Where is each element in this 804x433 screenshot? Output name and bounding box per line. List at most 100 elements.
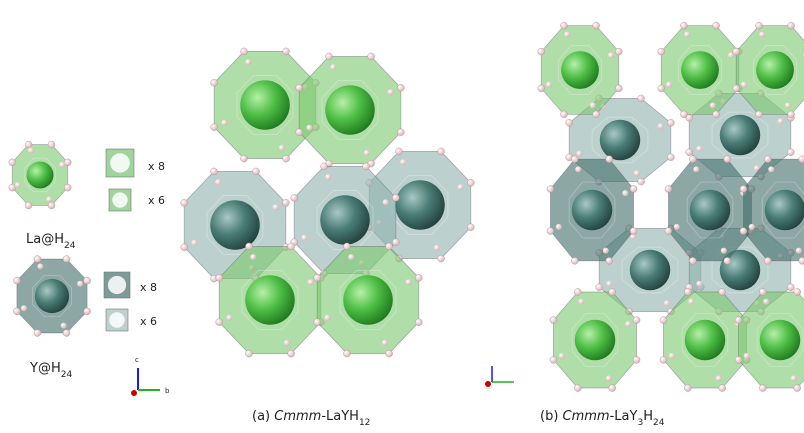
hydrogen bbox=[211, 124, 218, 131]
face-hole bbox=[109, 312, 124, 327]
hydrogen bbox=[273, 204, 279, 210]
hydrogen bbox=[658, 85, 665, 92]
hydrogen bbox=[330, 64, 336, 70]
hydrogen bbox=[284, 340, 290, 346]
hydrogen bbox=[77, 281, 83, 287]
hydrogen bbox=[634, 170, 640, 176]
hydrogen bbox=[215, 179, 221, 185]
hydrogen bbox=[64, 159, 71, 166]
y-label: Y@H24 bbox=[29, 361, 72, 380]
hydrogen bbox=[325, 174, 331, 180]
hydrogen bbox=[550, 356, 557, 363]
hydrogen bbox=[606, 257, 613, 264]
hydrogen bbox=[343, 350, 350, 357]
hydrogen bbox=[596, 284, 603, 291]
hydrogen bbox=[15, 182, 21, 188]
caption: (a) Cmmm-LaYH12 bbox=[252, 409, 370, 428]
hydrogen bbox=[590, 102, 596, 108]
count: x 8 bbox=[140, 281, 157, 294]
hydrogen bbox=[689, 257, 696, 264]
hydrogen bbox=[559, 353, 565, 359]
hydrogen bbox=[226, 315, 232, 321]
hydrogen bbox=[13, 277, 20, 284]
hydrogen bbox=[574, 385, 581, 392]
hydrogen bbox=[434, 245, 440, 251]
atom bbox=[210, 200, 260, 250]
text-part: (a) bbox=[252, 409, 274, 424]
hydrogen bbox=[787, 284, 794, 291]
hydrogen bbox=[593, 22, 600, 29]
hydrogen bbox=[680, 111, 687, 118]
hydrogen bbox=[684, 32, 690, 38]
face-hole bbox=[112, 192, 127, 207]
hydrogen bbox=[306, 125, 312, 131]
hydrogen bbox=[633, 317, 640, 324]
hydrogen bbox=[571, 257, 578, 264]
hydrogen bbox=[279, 145, 285, 151]
hydrogen bbox=[550, 317, 557, 324]
hydrogen bbox=[324, 315, 330, 321]
atom bbox=[240, 80, 290, 130]
hydrogen bbox=[368, 53, 375, 60]
hydrogen bbox=[556, 224, 562, 230]
hydrogen bbox=[21, 305, 27, 311]
hydrogen bbox=[61, 323, 67, 329]
hydrogen bbox=[778, 118, 784, 124]
atom bbox=[245, 275, 295, 325]
hydrogen bbox=[684, 288, 691, 295]
hydrogen bbox=[665, 185, 672, 192]
axis-label: c bbox=[135, 356, 139, 364]
hydrogen bbox=[667, 119, 674, 126]
hydrogen bbox=[660, 356, 667, 363]
hydrogen bbox=[733, 48, 740, 55]
hydrogen bbox=[438, 255, 445, 262]
hydrogen bbox=[615, 85, 622, 92]
hydrogen bbox=[301, 235, 307, 241]
hydrogen bbox=[216, 274, 223, 281]
hydrogen bbox=[210, 168, 217, 175]
hydrogen bbox=[759, 385, 766, 392]
hydrogen bbox=[46, 196, 52, 202]
text-part: H bbox=[643, 409, 653, 424]
hydrogen bbox=[245, 243, 252, 250]
hydrogen bbox=[693, 166, 699, 172]
hydrogen bbox=[603, 248, 609, 254]
atom bbox=[681, 51, 719, 89]
hydrogen bbox=[710, 102, 716, 108]
hydrogen bbox=[240, 155, 247, 162]
hydrogen bbox=[288, 350, 295, 357]
hydrogen bbox=[689, 156, 696, 163]
hydrogen bbox=[630, 185, 637, 192]
atom bbox=[756, 51, 794, 89]
hydrogen bbox=[9, 184, 16, 191]
hydrogen bbox=[796, 248, 802, 254]
hydrogen bbox=[571, 156, 578, 163]
hydrogen bbox=[363, 163, 370, 170]
hydrogen bbox=[283, 48, 290, 55]
hydrogen bbox=[314, 319, 321, 326]
hydrogen bbox=[719, 385, 726, 392]
hydrogen bbox=[684, 385, 691, 392]
hydrogen bbox=[547, 228, 554, 235]
hydrogen bbox=[211, 79, 218, 86]
hydrogen bbox=[291, 194, 298, 201]
face-hole bbox=[110, 153, 130, 173]
hydrogen bbox=[768, 166, 774, 172]
hydrogen bbox=[788, 111, 795, 118]
hydrogen bbox=[253, 168, 260, 175]
atom bbox=[630, 250, 671, 291]
hydrogen bbox=[625, 321, 631, 327]
atom bbox=[35, 279, 69, 313]
caption: (b) Cmmm-LaY3H24 bbox=[540, 409, 665, 428]
hydrogen bbox=[749, 224, 755, 230]
hydrogen bbox=[740, 228, 747, 235]
hydrogen bbox=[794, 288, 801, 295]
hydrogen bbox=[320, 163, 327, 170]
hydrogen bbox=[665, 228, 672, 235]
hydrogen bbox=[791, 375, 797, 381]
hydrogen bbox=[664, 300, 670, 306]
hydrogen bbox=[733, 85, 740, 92]
hydrogen bbox=[84, 308, 91, 315]
hydrogen bbox=[566, 119, 573, 126]
hydrogen bbox=[788, 22, 795, 29]
